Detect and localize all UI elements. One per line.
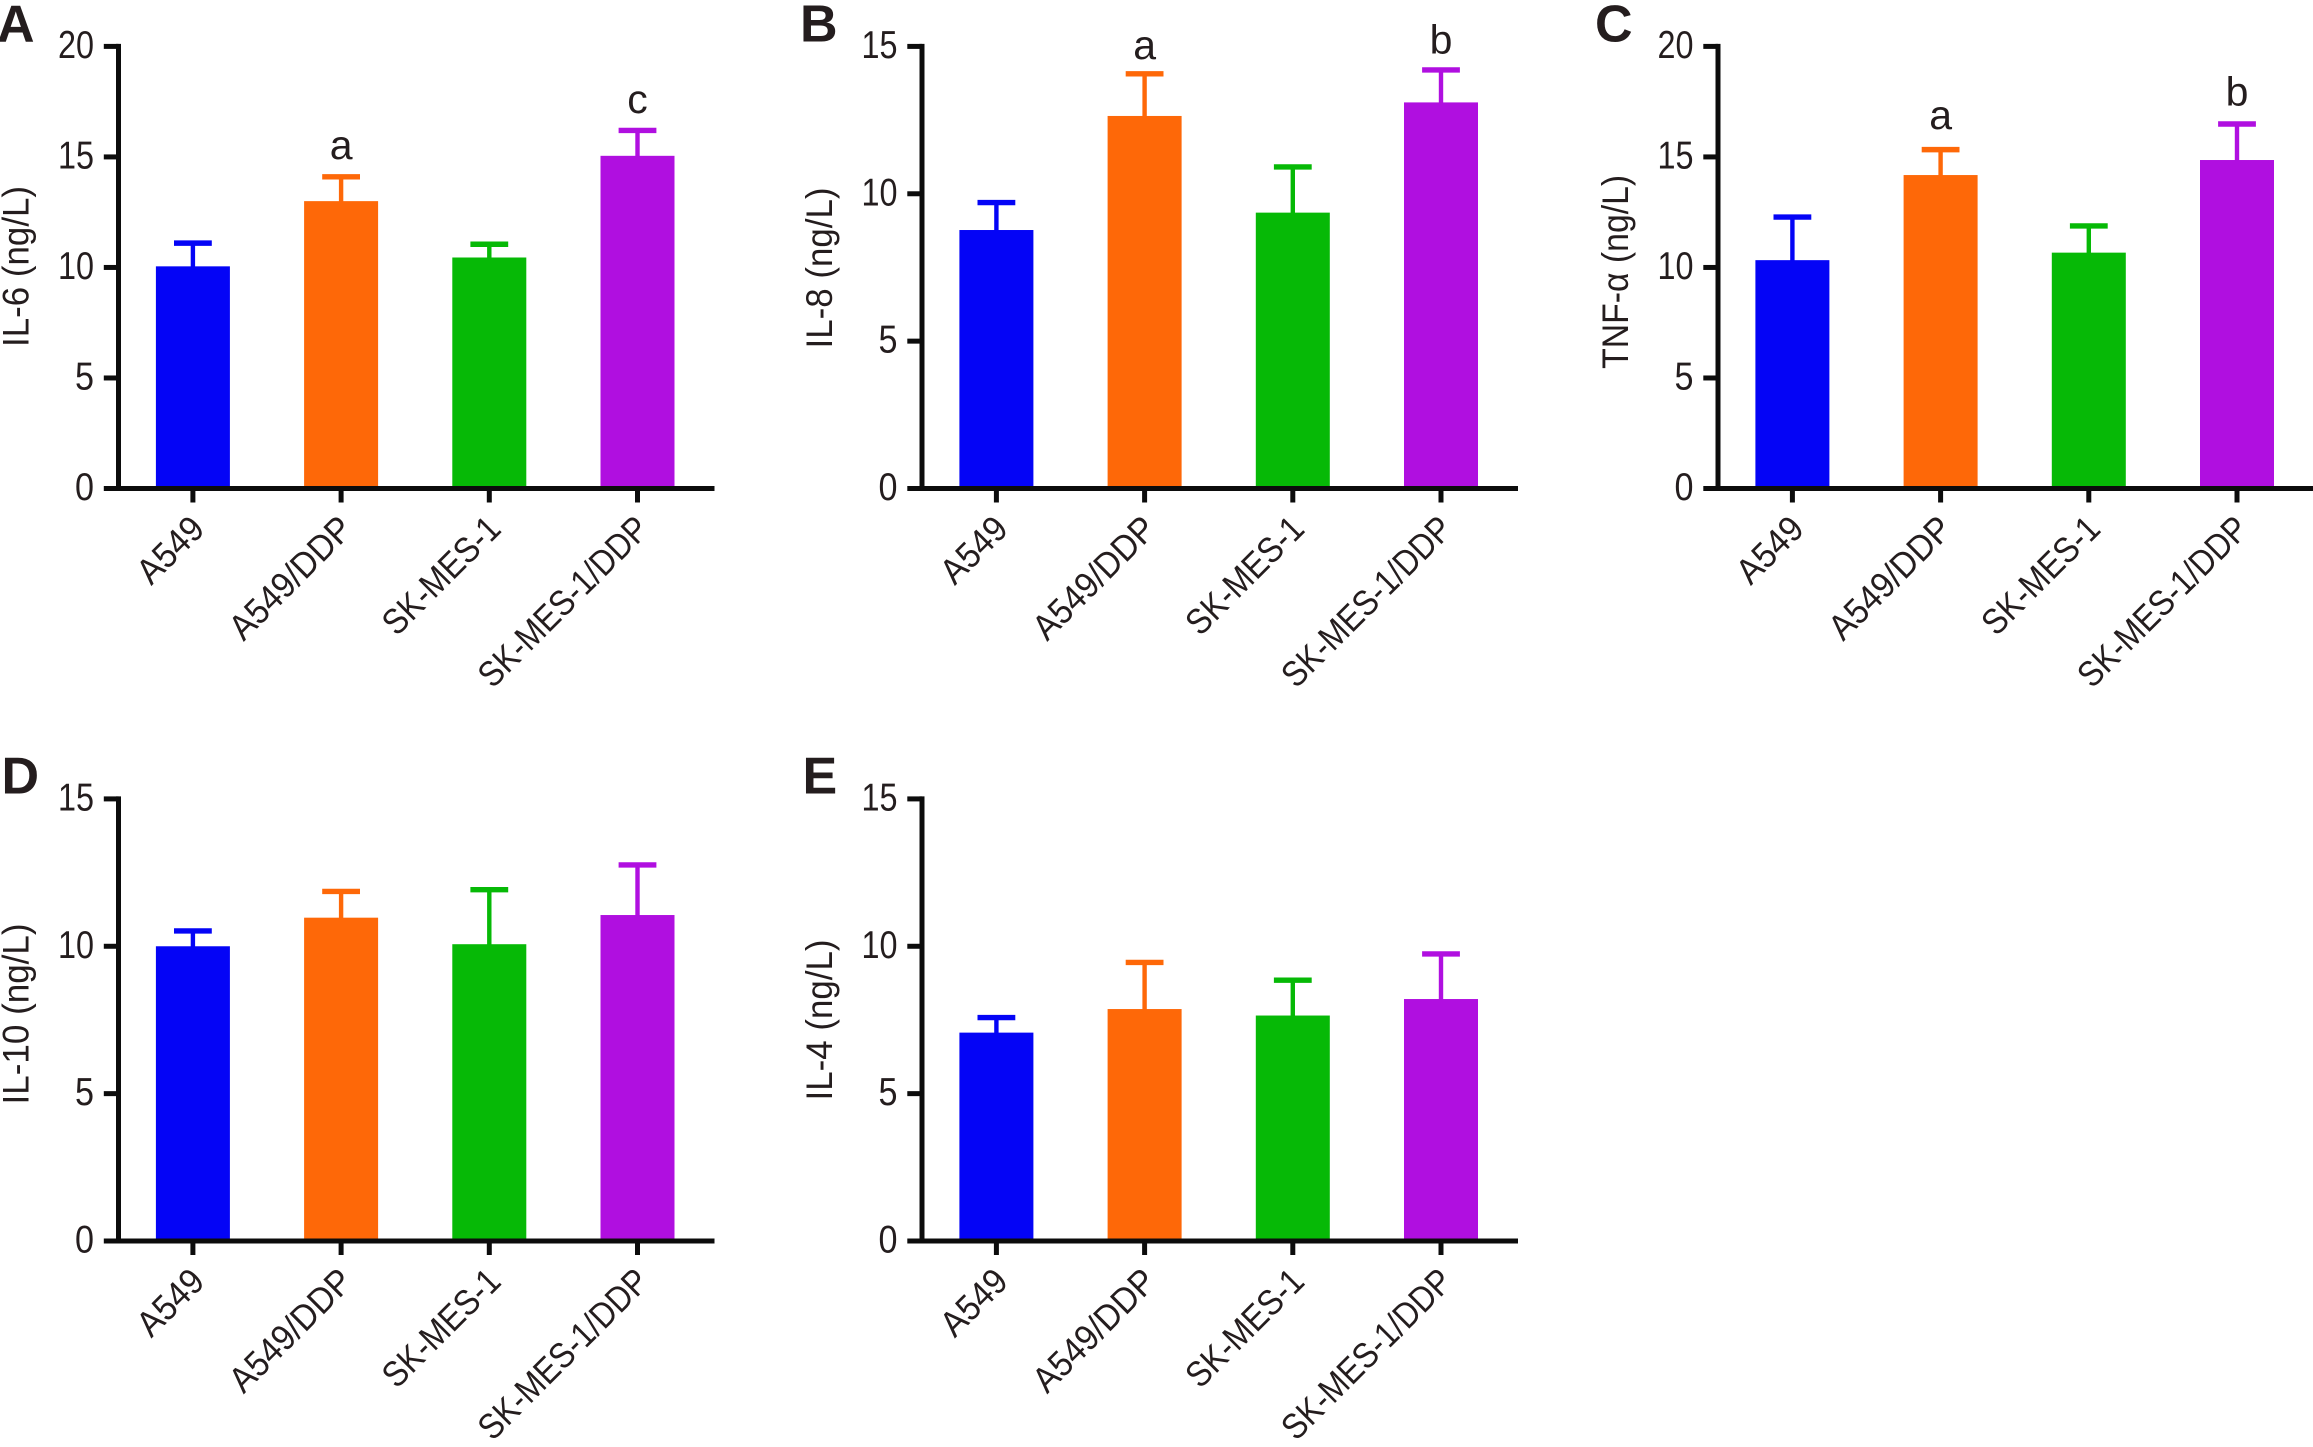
svg-text:a: a — [1929, 92, 1952, 138]
svg-text:0: 0 — [75, 1219, 94, 1262]
svg-text:c: c — [627, 76, 648, 122]
svg-text:20: 20 — [58, 24, 94, 67]
svg-text:A: A — [0, 0, 35, 54]
svg-text:IL-8 (ng/L): IL-8 (ng/L) — [799, 187, 840, 348]
svg-text:0: 0 — [879, 466, 898, 509]
svg-text:TNF-α (ng/L): TNF-α (ng/L) — [1595, 175, 1636, 369]
svg-text:IL-4 (ng/L): IL-4 (ng/L) — [799, 939, 840, 1100]
svg-text:a: a — [330, 122, 353, 168]
svg-text:5: 5 — [879, 1071, 898, 1114]
svg-text:E: E — [803, 748, 838, 806]
svg-text:D: D — [2, 748, 40, 806]
svg-text:5: 5 — [1675, 355, 1694, 398]
svg-text:b: b — [1430, 16, 1453, 62]
svg-text:15: 15 — [862, 24, 898, 67]
svg-text:20: 20 — [1658, 24, 1694, 67]
svg-text:0: 0 — [879, 1219, 898, 1262]
svg-text:0: 0 — [1675, 466, 1694, 509]
svg-text:10: 10 — [862, 924, 898, 967]
svg-text:IL-10 (ng/L): IL-10 (ng/L) — [0, 923, 37, 1104]
svg-text:15: 15 — [58, 134, 94, 177]
svg-text:10: 10 — [58, 245, 94, 288]
svg-text:B: B — [800, 0, 838, 54]
svg-text:b: b — [2226, 68, 2249, 114]
svg-text:10: 10 — [862, 171, 898, 214]
svg-text:5: 5 — [879, 319, 898, 362]
svg-text:a: a — [1133, 22, 1156, 68]
svg-text:15: 15 — [1658, 134, 1694, 177]
svg-text:5: 5 — [75, 355, 94, 398]
svg-text:5: 5 — [75, 1071, 94, 1114]
svg-text:10: 10 — [1658, 245, 1694, 288]
svg-text:10: 10 — [58, 924, 94, 967]
svg-text:15: 15 — [862, 776, 898, 819]
svg-text:15: 15 — [58, 776, 94, 819]
svg-text:IL-6 (ng/L): IL-6 (ng/L) — [0, 186, 37, 347]
svg-text:C: C — [1595, 0, 1633, 54]
svg-text:0: 0 — [75, 466, 94, 509]
